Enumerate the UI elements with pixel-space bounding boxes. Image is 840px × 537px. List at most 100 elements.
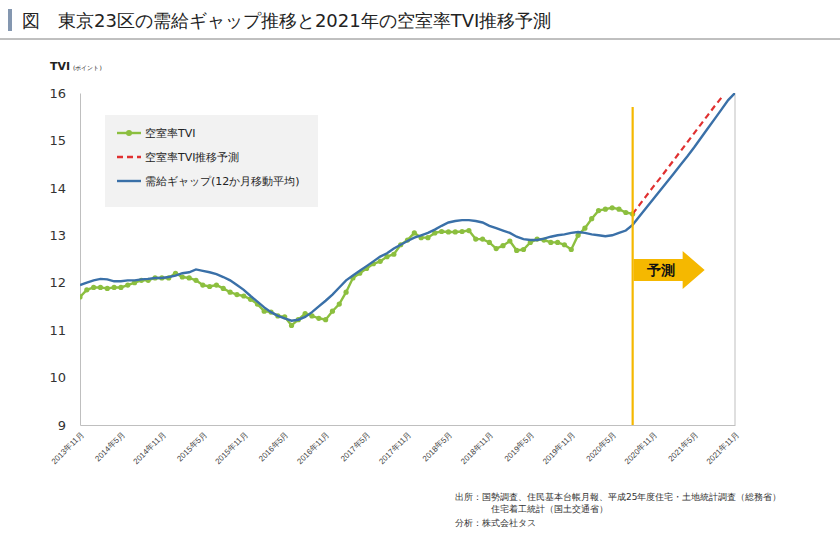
legend-item: 需給ギャップ(12か月移動平均): [117, 175, 300, 188]
series-marker: [623, 210, 628, 215]
series-marker: [487, 240, 492, 245]
source-note: 分析：株式会社タス: [455, 518, 536, 528]
x-tick-label: 2017年5月: [339, 430, 372, 463]
y-tick: 15: [49, 133, 80, 148]
legend-item: 空室率TVI: [117, 127, 196, 140]
legend-item: 空室率TVI推移予測: [117, 151, 240, 164]
series-marker: [575, 233, 580, 238]
series-marker: [412, 230, 417, 235]
series-marker: [548, 240, 553, 245]
x-tick-label: 2019年5月: [503, 430, 536, 463]
series-marker: [425, 235, 430, 240]
series-marker: [180, 274, 185, 279]
series-marker: [562, 242, 567, 247]
series-marker: [323, 317, 328, 322]
title-rule: [0, 39, 840, 40]
series-marker: [337, 301, 342, 306]
legend-marker: [126, 130, 132, 136]
series-marker: [596, 208, 601, 213]
series-marker: [507, 238, 512, 243]
x-tick-label: 2019年11月: [541, 430, 577, 466]
y-tick: 12: [49, 275, 80, 290]
series-marker: [91, 285, 96, 290]
x-tick-label: 2015年5月: [175, 430, 208, 463]
series-marker: [453, 229, 458, 234]
series-marker: [80, 294, 83, 299]
y-tick-label: 12: [49, 275, 66, 290]
series-line: [80, 93, 735, 321]
x-tick: 2014年5月: [93, 425, 126, 463]
y-tick-label: 10: [49, 370, 66, 385]
series-marker: [582, 226, 587, 231]
x-tick: 2021年5月: [667, 425, 700, 463]
x-tick: 2013年11月: [50, 425, 86, 466]
series-marker: [459, 229, 464, 234]
legend-label: 需給ギャップ(12か月移動平均): [145, 175, 300, 188]
series-marker: [466, 228, 471, 233]
x-tick-label: 2015年11月: [213, 430, 249, 466]
legend-label: 空室率TVI: [145, 127, 196, 140]
series-marker: [616, 207, 621, 212]
series-marker: [112, 285, 117, 290]
x-tick: 2020年5月: [585, 425, 618, 463]
legend-swatch: [117, 180, 141, 182]
series-marker: [446, 229, 451, 234]
x-axis: 2013年11月2014年5月2014年11月2015年5月2015年11月20…: [50, 425, 741, 466]
y-tick-label: 15: [49, 133, 66, 148]
forecast-arrow: [634, 251, 705, 289]
source-note: 出所：国勢調査、住民基本台帳月報、平成25年度住宅・土地統計調査（総務省）: [455, 492, 781, 502]
x-tick: 2018年11月: [459, 425, 495, 466]
series-marker: [200, 282, 205, 287]
series-marker: [500, 243, 505, 248]
series-marker: [214, 282, 219, 287]
series-marker: [521, 247, 526, 252]
y-tick: 14: [49, 181, 80, 196]
y-tick-label: 11: [49, 323, 66, 338]
x-tick-label: 2014年5月: [93, 430, 126, 463]
title-bar: [8, 9, 12, 31]
y-tick-label: 13: [49, 228, 66, 243]
x-tick-label: 2021年5月: [667, 430, 700, 463]
y-axis-title: TVI(ポイント): [50, 60, 102, 73]
x-tick-label: 2016年5月: [257, 430, 290, 463]
series-marker: [569, 247, 574, 252]
y-tick: 11: [49, 323, 80, 338]
x-tick-label: 2020年5月: [585, 430, 618, 463]
series-marker: [555, 240, 560, 245]
x-tick: 2019年11月: [541, 425, 577, 466]
x-tick: 2019年5月: [503, 425, 536, 463]
series-marker: [98, 285, 103, 290]
series-marker: [514, 248, 519, 253]
series-marker: [330, 309, 335, 314]
x-tick: 2018年5月: [421, 425, 454, 463]
series-marker: [391, 252, 396, 257]
legend-label: 空室率TVI推移予測: [145, 151, 240, 164]
y-tick: 13: [49, 228, 80, 243]
title: 図 東京23区の需給ギャップ推移と2021年の空室率TVI推移予測: [22, 10, 551, 31]
series-marker: [207, 284, 212, 289]
x-tick: 2016年5月: [257, 425, 290, 463]
series-line: [633, 98, 722, 214]
series-line: [80, 208, 633, 326]
series-marker: [289, 323, 294, 328]
series-marker: [228, 290, 233, 295]
forecast-divider: [632, 107, 634, 425]
x-tick: 2015年11月: [213, 425, 249, 466]
y-axis-title-unit: (ポイント): [73, 64, 102, 71]
chart: 図 東京23区の需給ギャップ推移と2021年の空室率TVI推移予測 9 10 11 12…: [0, 0, 840, 537]
series-marker: [343, 290, 348, 295]
series-marker: [603, 207, 608, 212]
series-marker: [439, 229, 444, 234]
legend-box: [105, 115, 318, 207]
series-marker: [473, 236, 478, 241]
y-tick: 10: [49, 370, 80, 385]
annotation: 予測: [646, 262, 675, 278]
series-marker: [610, 205, 615, 210]
series-marker: [234, 292, 239, 297]
series-marker: [221, 286, 226, 291]
y-tick-label: 16: [49, 86, 66, 101]
series-marker: [378, 259, 383, 264]
x-tick: 2014年11月: [132, 425, 168, 466]
series-marker: [193, 278, 198, 283]
y-tick: 9: [58, 418, 80, 433]
